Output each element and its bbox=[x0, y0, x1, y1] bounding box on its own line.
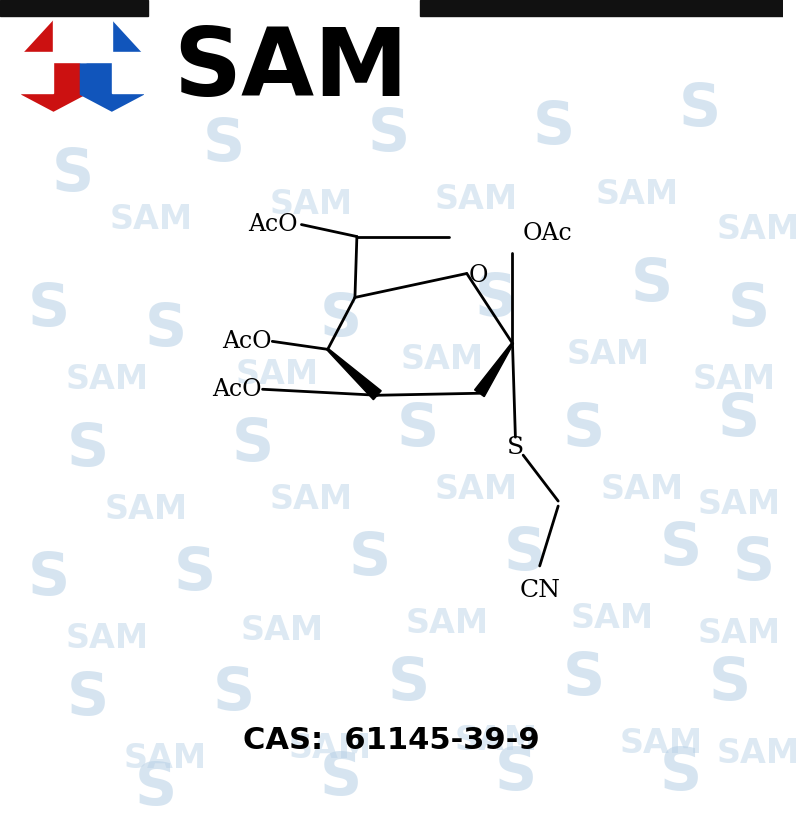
Text: SAM: SAM bbox=[435, 183, 518, 216]
Text: S: S bbox=[387, 655, 430, 712]
Text: SAM: SAM bbox=[270, 188, 353, 221]
Text: SAM: SAM bbox=[289, 732, 372, 765]
Text: SAM: SAM bbox=[406, 607, 489, 640]
Text: S: S bbox=[397, 401, 440, 458]
Text: S: S bbox=[27, 550, 70, 607]
Bar bbox=[80, 20, 112, 53]
Bar bbox=[22, 52, 85, 62]
Text: S: S bbox=[52, 146, 94, 203]
Text: AcO: AcO bbox=[221, 330, 271, 353]
Text: SAM: SAM bbox=[717, 213, 800, 246]
Text: S: S bbox=[173, 545, 216, 602]
Text: S: S bbox=[659, 745, 702, 802]
Text: S: S bbox=[733, 535, 774, 592]
Polygon shape bbox=[475, 343, 514, 397]
Text: S: S bbox=[504, 526, 546, 582]
Polygon shape bbox=[80, 20, 144, 112]
Bar bbox=[80, 52, 144, 62]
Text: SAM: SAM bbox=[401, 343, 484, 376]
Text: SAM: SAM bbox=[65, 622, 149, 655]
Text: SAM: SAM bbox=[692, 363, 776, 396]
Text: S: S bbox=[320, 750, 361, 807]
Text: SAM: SAM bbox=[620, 727, 703, 760]
Text: SAM: SAM bbox=[454, 724, 538, 757]
Text: S: S bbox=[708, 655, 750, 712]
Text: S: S bbox=[533, 99, 576, 156]
Bar bbox=[420, 0, 782, 16]
Text: SAM: SAM bbox=[270, 483, 353, 516]
Text: SAM: SAM bbox=[697, 488, 781, 521]
Text: SAM: SAM bbox=[596, 178, 679, 211]
Bar bbox=[112, 60, 144, 93]
Text: SAM: SAM bbox=[105, 493, 188, 526]
Text: CAS:  61145-39-9: CAS: 61145-39-9 bbox=[242, 726, 539, 755]
Text: S: S bbox=[27, 281, 70, 338]
Text: CN: CN bbox=[519, 579, 560, 602]
Polygon shape bbox=[22, 20, 85, 112]
Text: S: S bbox=[134, 760, 176, 817]
Text: S: S bbox=[507, 436, 524, 459]
Text: AcO: AcO bbox=[248, 213, 298, 236]
Text: SAM: SAM bbox=[571, 602, 654, 635]
Text: S: S bbox=[679, 82, 721, 139]
Text: AcO: AcO bbox=[212, 378, 262, 401]
Text: S: S bbox=[203, 116, 245, 173]
Text: S: S bbox=[67, 421, 109, 478]
Text: SAM: SAM bbox=[173, 24, 408, 116]
Text: S: S bbox=[728, 281, 770, 338]
Text: SAM: SAM bbox=[65, 363, 149, 396]
Text: SAM: SAM bbox=[697, 617, 781, 650]
Text: S: S bbox=[494, 745, 536, 802]
Text: S: S bbox=[320, 291, 361, 348]
Text: S: S bbox=[232, 416, 274, 473]
Text: S: S bbox=[67, 670, 109, 727]
Text: SAM: SAM bbox=[601, 473, 683, 506]
Text: SAM: SAM bbox=[717, 737, 800, 770]
Text: OAc: OAc bbox=[522, 222, 572, 244]
Bar bbox=[0, 0, 148, 16]
Text: S: S bbox=[563, 401, 605, 458]
Text: S: S bbox=[213, 665, 254, 722]
Text: SAM: SAM bbox=[236, 358, 319, 391]
Text: SAM: SAM bbox=[241, 615, 324, 648]
Polygon shape bbox=[327, 349, 382, 399]
Text: S: S bbox=[349, 530, 390, 587]
Text: S: S bbox=[368, 106, 410, 163]
Text: SAM: SAM bbox=[435, 473, 518, 506]
Text: O: O bbox=[469, 264, 488, 287]
Text: S: S bbox=[563, 650, 605, 707]
Text: S: S bbox=[718, 391, 760, 448]
Text: SAM: SAM bbox=[566, 337, 650, 370]
Text: S: S bbox=[475, 271, 517, 328]
Text: SAM: SAM bbox=[124, 742, 207, 775]
Text: S: S bbox=[630, 256, 673, 313]
Text: SAM: SAM bbox=[109, 203, 192, 236]
Bar bbox=[22, 60, 53, 93]
Bar bbox=[53, 20, 85, 53]
Text: S: S bbox=[659, 521, 702, 578]
Text: S: S bbox=[144, 301, 187, 358]
